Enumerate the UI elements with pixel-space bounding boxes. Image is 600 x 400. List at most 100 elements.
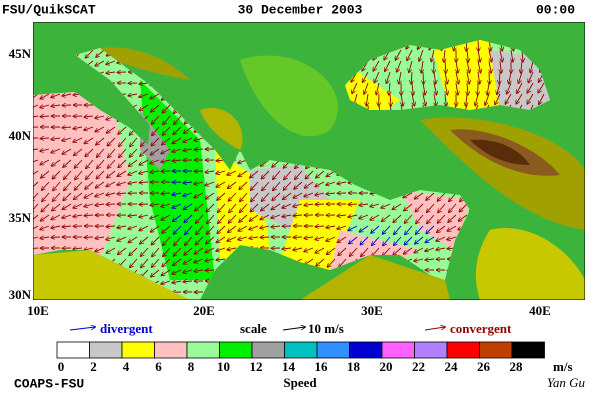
wind-arrow: [425, 236, 435, 243]
footer-right: Yan Gu: [547, 375, 586, 390]
wind-arrow: [74, 181, 83, 190]
wind-arrow: [459, 214, 468, 221]
wind-arrow: [401, 93, 403, 106]
colorbar-box: [479, 341, 513, 359]
wind-arrow: [373, 60, 380, 71]
wind-arrow: [261, 170, 270, 179]
wind-arrow: [447, 225, 457, 231]
wind-arrow: [40, 159, 50, 165]
wind-arrow: [128, 215, 138, 216]
wind-arrow: [51, 226, 61, 228]
wind-arrow: [152, 115, 160, 124]
wind-arrow: [40, 138, 50, 139]
wind-arrow: [394, 225, 402, 234]
wind-arrow: [360, 236, 369, 245]
wind-arrow: [152, 247, 160, 256]
wind-arrow: [141, 258, 149, 267]
wind-arrow: [271, 226, 281, 227]
wind-arrow: [118, 247, 127, 254]
wind-arrow: [128, 182, 138, 184]
wind-arrow: [42, 192, 50, 201]
wind-arrow: [516, 93, 523, 104]
wind-arrow: [478, 40, 479, 51]
wind-arrow: [383, 247, 391, 256]
wind-arrow: [539, 93, 545, 104]
wind-arrow: [139, 215, 149, 217]
wind-arrow: [405, 225, 413, 234]
wind-arrow: [107, 126, 116, 133]
wind-arrow: [118, 159, 127, 167]
wind-arrow: [96, 49, 105, 57]
wind-arrow: [41, 170, 50, 178]
wind-arrow: [62, 226, 72, 227]
wind-arrow: [139, 171, 149, 174]
wind-arrow: [33, 248, 39, 249]
wind-arrow: [163, 247, 171, 256]
wind-arrow: [295, 170, 303, 179]
wind-arrow: [74, 192, 83, 199]
wind-arrow: [194, 149, 204, 150]
wind-arrow: [238, 225, 248, 231]
wind-arrow: [85, 148, 94, 156]
wind-arrow: [84, 237, 94, 238]
colorbar-label: Speed: [283, 375, 317, 390]
wind-arrow: [339, 258, 347, 267]
colorbar-tick-label: 20: [380, 359, 393, 374]
legend-scale-value: 10 m/s: [308, 321, 344, 336]
wind-arrow: [117, 193, 127, 194]
wind-arrow: [456, 82, 458, 95]
wind-arrow: [403, 192, 413, 197]
lon-label: 30E: [361, 303, 383, 318]
wind-arrow: [118, 126, 127, 134]
wind-arrow: [282, 215, 292, 217]
wind-arrow: [500, 60, 501, 73]
colorbar-box: [381, 341, 415, 359]
colorbar-tick-label: 10: [217, 359, 230, 374]
wind-arrow: [64, 170, 72, 179]
wind-arrow: [95, 237, 105, 238]
wind-arrow: [386, 71, 391, 83]
wind-arrow: [304, 247, 314, 252]
wind-arrow: [172, 137, 182, 143]
wind-arrow: [449, 192, 457, 201]
wind-arrow: [161, 269, 171, 275]
wind-arrow: [404, 236, 413, 245]
wind-arrow: [205, 192, 215, 199]
wind-arrow: [117, 170, 127, 176]
wind-arrow: [426, 192, 435, 200]
wind-arrow: [348, 225, 358, 230]
wind-arrow: [184, 126, 193, 133]
colorbar-tick-label: 14: [282, 359, 296, 374]
wind-arrow: [183, 281, 193, 282]
header-left: FSU/QuikSCAT: [2, 2, 96, 17]
wind-arrow: [150, 93, 160, 99]
colorbar-tick-label: 6: [155, 359, 162, 374]
wind-arrow: [33, 181, 39, 189]
wind-arrow: [185, 236, 193, 245]
wind-arrow: [260, 214, 270, 220]
wind-arrow: [218, 203, 226, 212]
wind-arrow: [467, 49, 468, 62]
wind-arrow: [467, 60, 469, 73]
wind-arrow: [161, 160, 171, 162]
wind-arrow: [249, 225, 259, 230]
wind-arrow: [260, 226, 270, 228]
wind-arrow: [421, 60, 423, 73]
wind-arrow: [392, 203, 402, 209]
scale-arrow: [282, 327, 305, 331]
wind-arrow: [423, 71, 424, 84]
wind-arrow: [304, 181, 314, 188]
wind-arrow: [53, 192, 61, 201]
wind-arrow: [150, 171, 160, 172]
wind-arrow: [194, 270, 204, 271]
wind-arrow: [227, 170, 237, 175]
wind-arrow: [456, 60, 458, 73]
wind-arrow: [250, 203, 259, 212]
colorbar-tick-label: 0: [58, 359, 65, 374]
wind-arrow: [40, 116, 50, 117]
wind-arrow: [527, 93, 534, 104]
wind-arrow: [459, 203, 468, 212]
wind-arrow: [33, 159, 39, 163]
wind-arrow: [205, 247, 215, 253]
